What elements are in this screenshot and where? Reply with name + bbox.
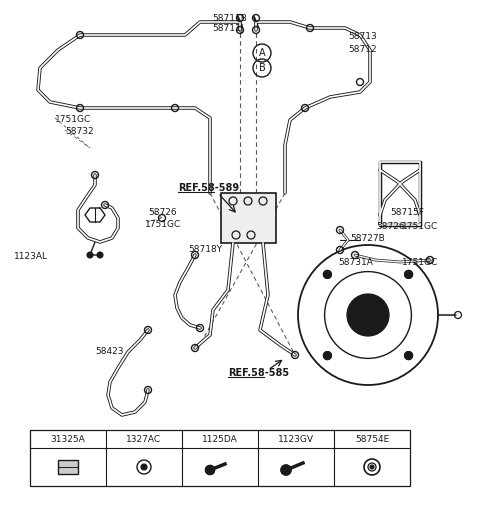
FancyBboxPatch shape	[221, 193, 276, 243]
Text: 58712: 58712	[348, 45, 377, 54]
Circle shape	[97, 252, 103, 258]
Text: 1751GC: 1751GC	[402, 222, 438, 231]
Text: 31325A: 31325A	[50, 435, 85, 444]
Text: 58727B: 58727B	[350, 234, 385, 243]
Circle shape	[405, 270, 413, 278]
Text: 1751GC: 1751GC	[145, 220, 181, 229]
Circle shape	[405, 352, 413, 360]
Text: 58713: 58713	[348, 32, 377, 41]
Text: 1125DA: 1125DA	[202, 435, 238, 444]
Text: 1751GC: 1751GC	[402, 258, 438, 267]
FancyBboxPatch shape	[58, 460, 78, 474]
Text: 58726: 58726	[376, 222, 405, 231]
Text: B: B	[259, 63, 265, 73]
Text: 58726: 58726	[148, 208, 177, 217]
Text: 58711B: 58711B	[212, 14, 247, 23]
Circle shape	[324, 352, 331, 360]
Text: REF.58-589: REF.58-589	[178, 183, 239, 193]
Text: 58754E: 58754E	[355, 435, 389, 444]
Text: 58731A: 58731A	[338, 258, 373, 267]
Circle shape	[87, 252, 93, 258]
Text: 1123AL: 1123AL	[14, 252, 48, 261]
Circle shape	[205, 466, 215, 475]
Circle shape	[324, 270, 331, 278]
FancyBboxPatch shape	[30, 430, 410, 486]
Text: A: A	[259, 48, 265, 58]
Circle shape	[370, 465, 374, 469]
Text: 1123GV: 1123GV	[278, 435, 314, 444]
Text: 1751GC: 1751GC	[55, 115, 91, 124]
Text: 58732: 58732	[65, 127, 94, 136]
Text: 1327AC: 1327AC	[126, 435, 162, 444]
Text: 58711J: 58711J	[212, 24, 243, 33]
Circle shape	[141, 464, 147, 470]
Circle shape	[347, 294, 389, 336]
Text: 58423: 58423	[95, 347, 123, 356]
Text: REF.58-585: REF.58-585	[228, 368, 289, 378]
Text: 58715F: 58715F	[390, 208, 424, 217]
Circle shape	[281, 465, 291, 475]
Text: 58718Y: 58718Y	[188, 245, 222, 254]
